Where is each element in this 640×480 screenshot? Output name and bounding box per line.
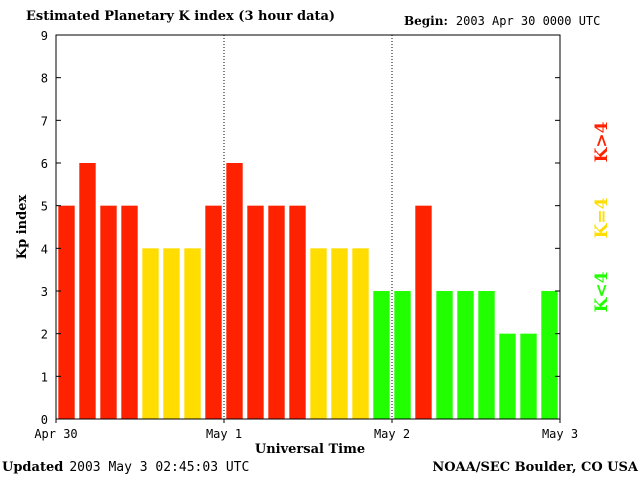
- bar-12: [310, 248, 327, 419]
- x-tick-label-2: May 2: [374, 427, 410, 441]
- bar-10: [268, 205, 285, 419]
- begin-label: Begin:: [404, 14, 448, 28]
- bar-6: [184, 248, 201, 419]
- y-tick-label-6: 6: [41, 157, 48, 171]
- bar-0: [58, 205, 75, 419]
- bar-2: [100, 205, 117, 419]
- y-tick-label-2: 2: [41, 328, 48, 342]
- y-axis-label: Kp index: [15, 195, 30, 260]
- legend-mid: K=4: [592, 197, 612, 238]
- bar-19: [457, 291, 474, 419]
- bar-7: [205, 205, 222, 419]
- updated-info: Updated 2003 May 3 02:45:03 UTC: [2, 460, 249, 475]
- bar-1: [79, 163, 96, 419]
- bar-20: [478, 291, 495, 419]
- bars-group: [58, 163, 558, 419]
- y-tick-label-7: 7: [41, 114, 48, 128]
- y-tick-label-1: 1: [41, 370, 48, 384]
- chart-title: Estimated Planetary K index (3 hour data…: [26, 9, 336, 24]
- bar-8: [226, 163, 243, 419]
- bar-14: [352, 248, 369, 419]
- y-tick-label-0: 0: [41, 413, 48, 427]
- bar-11: [289, 205, 306, 419]
- x-axis-label: Universal Time: [255, 442, 365, 457]
- bar-16: [394, 291, 411, 419]
- x-tick-label-1: May 1: [206, 427, 242, 441]
- bar-5: [163, 248, 180, 419]
- y-tick-label-4: 4: [41, 242, 48, 256]
- x-axis-ticks: Apr 30 May 1 May 2 May 3: [34, 419, 578, 441]
- source-credit: NOAA/SEC Boulder, CO USA: [432, 460, 638, 475]
- day-separators: [223, 35, 393, 419]
- bar-22: [520, 333, 537, 419]
- begin-info: Begin: 2003 Apr 30 0000 UTC: [404, 14, 600, 28]
- y-tick-label-3: 3: [41, 285, 48, 299]
- x-tick-label-3: May 3: [542, 427, 578, 441]
- bar-15: [373, 291, 390, 419]
- y-tick-label-8: 8: [41, 72, 48, 86]
- plot-frame: [55, 34, 561, 420]
- begin-value: 2003 Apr 30 0000 UTC: [455, 14, 601, 28]
- y-axis-ticks: 0 1 2 3 4 5 6 7 8 9: [41, 29, 560, 427]
- bar-17: [415, 205, 432, 419]
- updated-value: 2003 May 3 02:45:03 UTC: [69, 460, 250, 475]
- bar-21: [499, 333, 516, 419]
- y-tick-label-9: 9: [41, 29, 48, 43]
- y-tick-label-5: 5: [41, 200, 48, 214]
- updated-label: Updated: [2, 460, 64, 475]
- legend-low: K<4: [592, 271, 612, 312]
- bar-9: [247, 205, 264, 419]
- legend-high: K>4: [592, 121, 612, 162]
- x-tick-label-0: Apr 30: [34, 427, 77, 441]
- bar-4: [142, 248, 159, 419]
- bar-3: [121, 205, 138, 419]
- bar-13: [331, 248, 348, 419]
- bar-18: [436, 291, 453, 419]
- bar-23: [541, 291, 558, 419]
